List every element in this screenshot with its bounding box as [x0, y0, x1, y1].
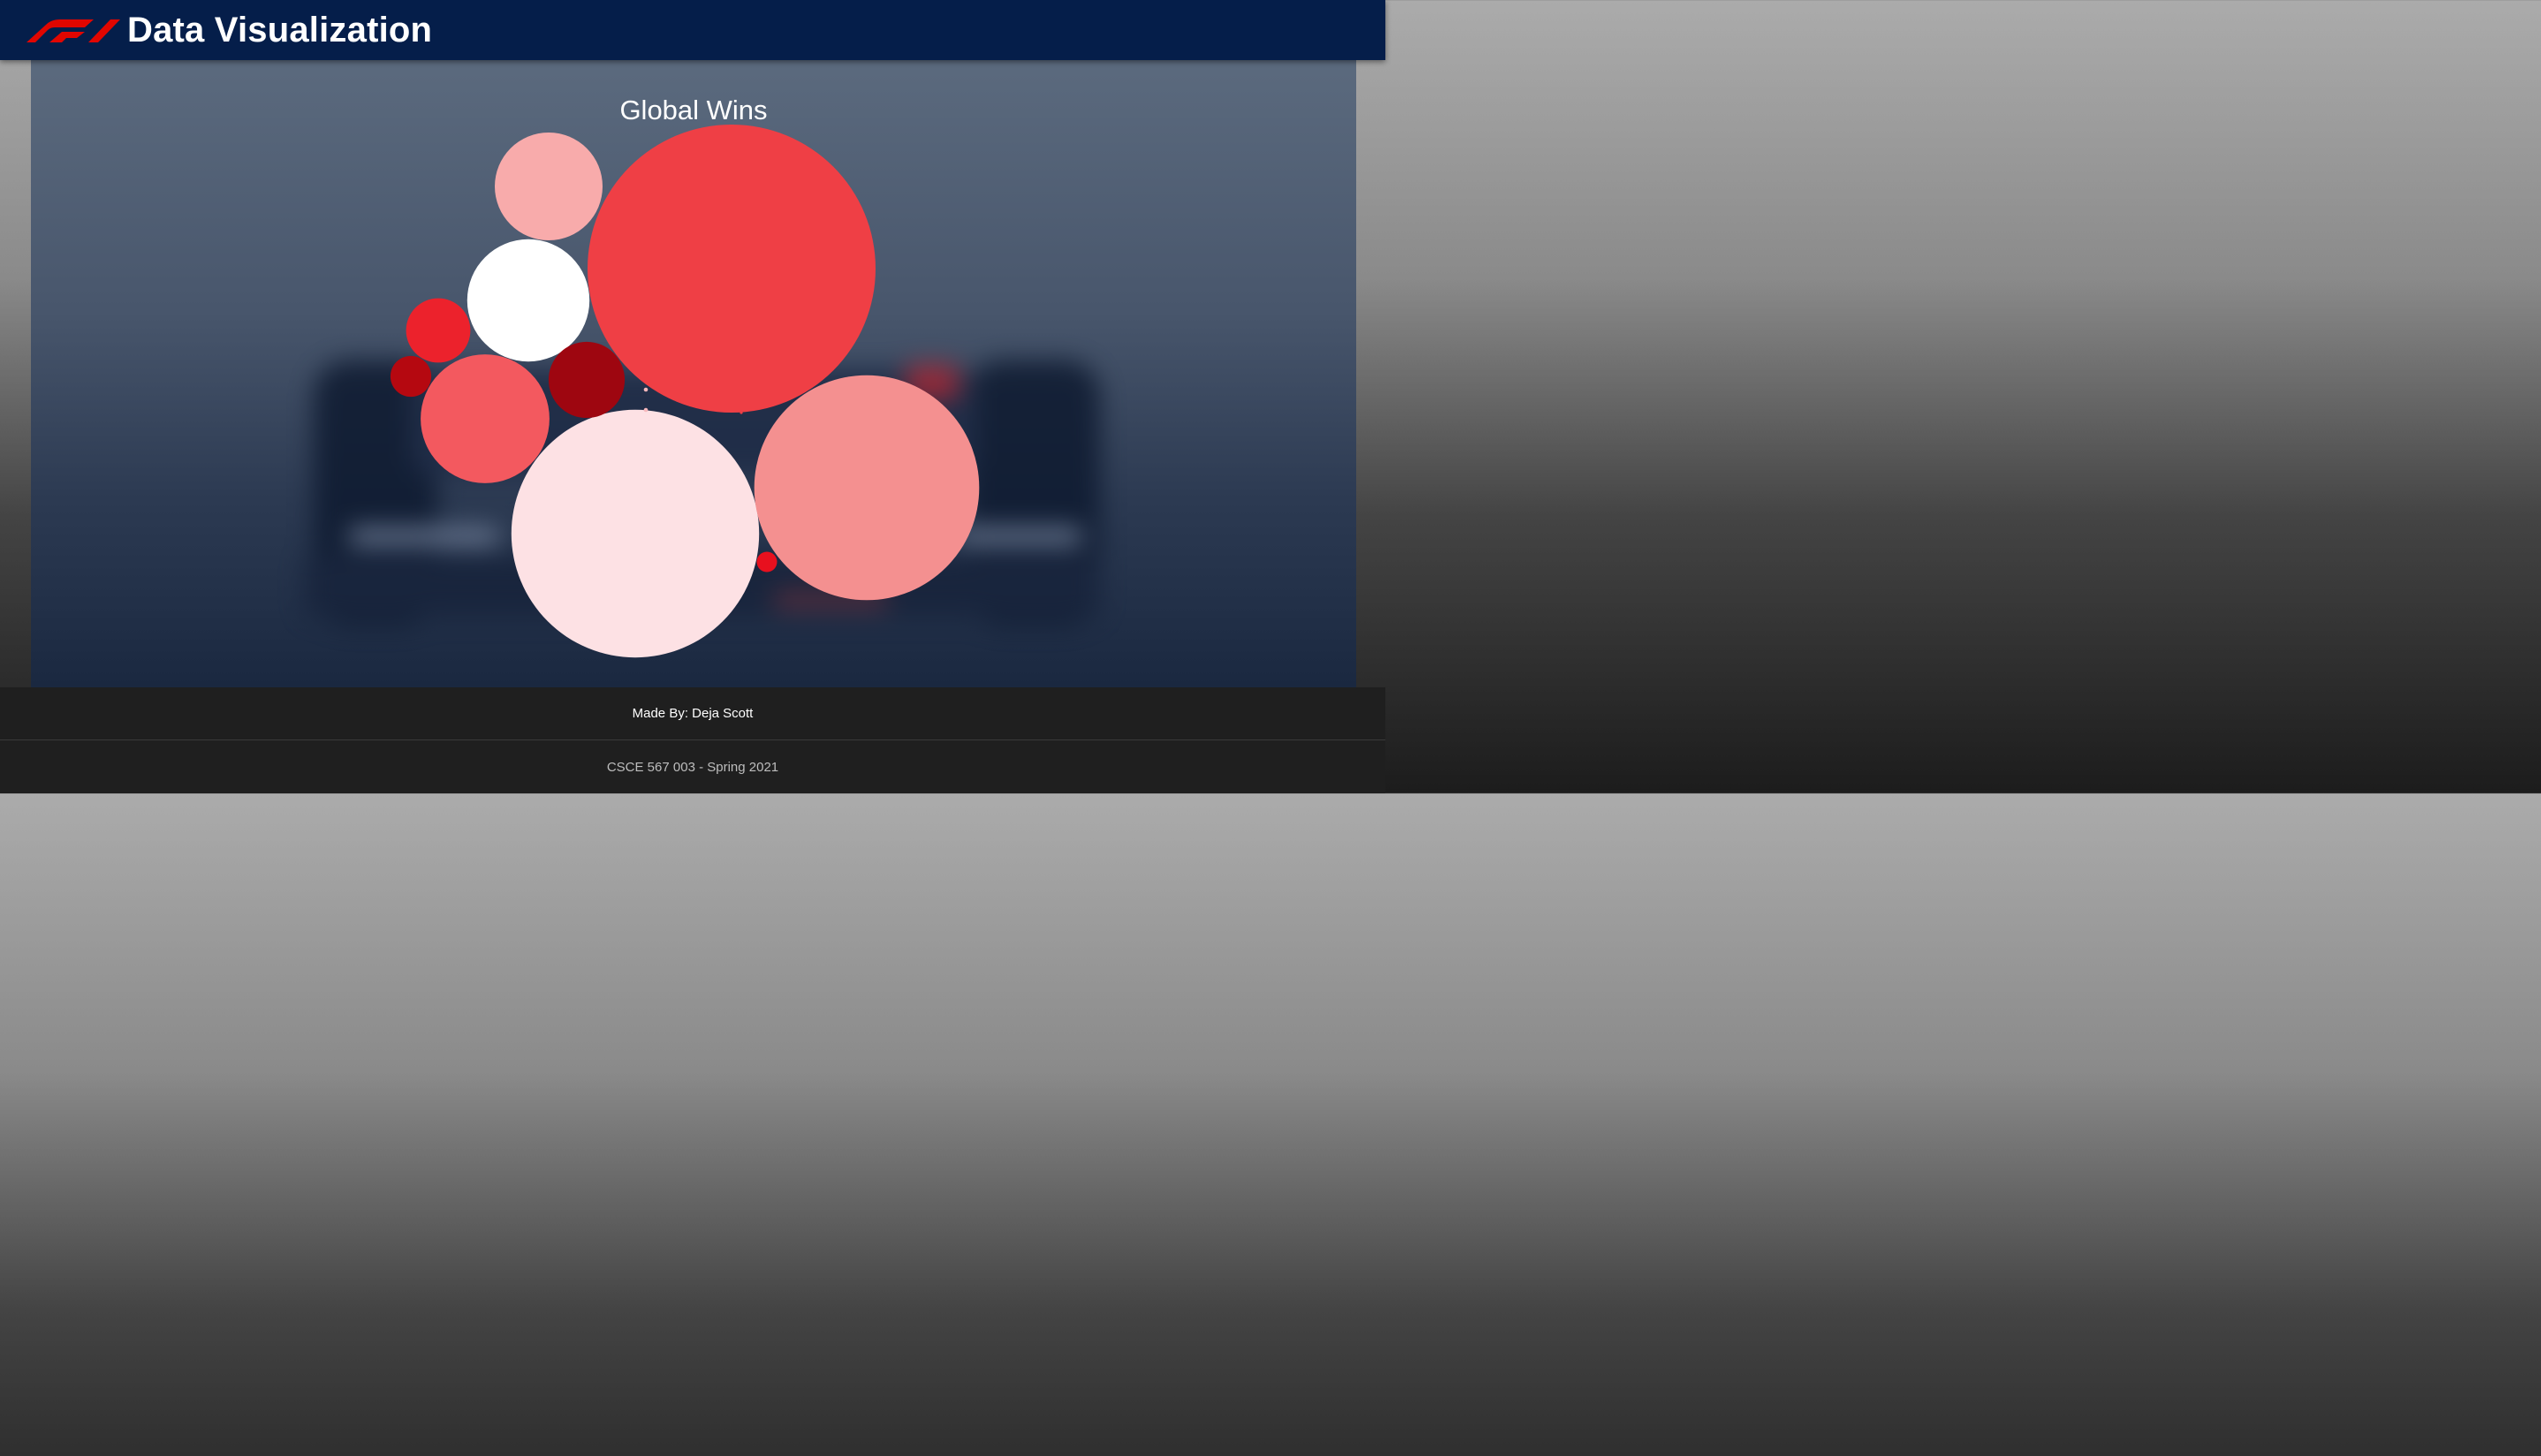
- bubble-8[interactable]: [406, 298, 471, 363]
- brand-link[interactable]: Data Visualization: [23, 0, 432, 60]
- bubble-1[interactable]: [588, 125, 876, 413]
- bubble-4[interactable]: [421, 354, 550, 483]
- chart-panel: Global Wins: [31, 60, 1356, 687]
- bubble-13[interactable]: [740, 411, 743, 414]
- bubble-6[interactable]: [495, 133, 603, 240]
- bubble-11[interactable]: [643, 387, 649, 392]
- navbar: Data Visualization: [0, 0, 1385, 60]
- bubbles-group: [390, 125, 980, 658]
- bubble-9[interactable]: [390, 355, 432, 398]
- app-title: Data Visualization: [127, 10, 433, 49]
- chart-title: Global Wins: [619, 94, 768, 125]
- bubble-10[interactable]: [756, 551, 777, 573]
- course-text: CSCE 567 003 - Spring 2021: [606, 759, 779, 775]
- bubble-5[interactable]: [466, 239, 590, 362]
- made-by-text: Made By: Deja Scott: [632, 706, 754, 721]
- bubble-2[interactable]: [511, 409, 760, 658]
- bubble-chart: [390, 125, 980, 658]
- bubble-7[interactable]: [548, 341, 626, 419]
- footer-course: CSCE 567 003 - Spring 2021: [0, 740, 1385, 793]
- f1-logo-icon: [27, 19, 120, 42]
- bubble-12[interactable]: [643, 407, 649, 413]
- footer-credits: Made By: Deja Scott: [0, 687, 1385, 740]
- bubble-3[interactable]: [754, 375, 980, 601]
